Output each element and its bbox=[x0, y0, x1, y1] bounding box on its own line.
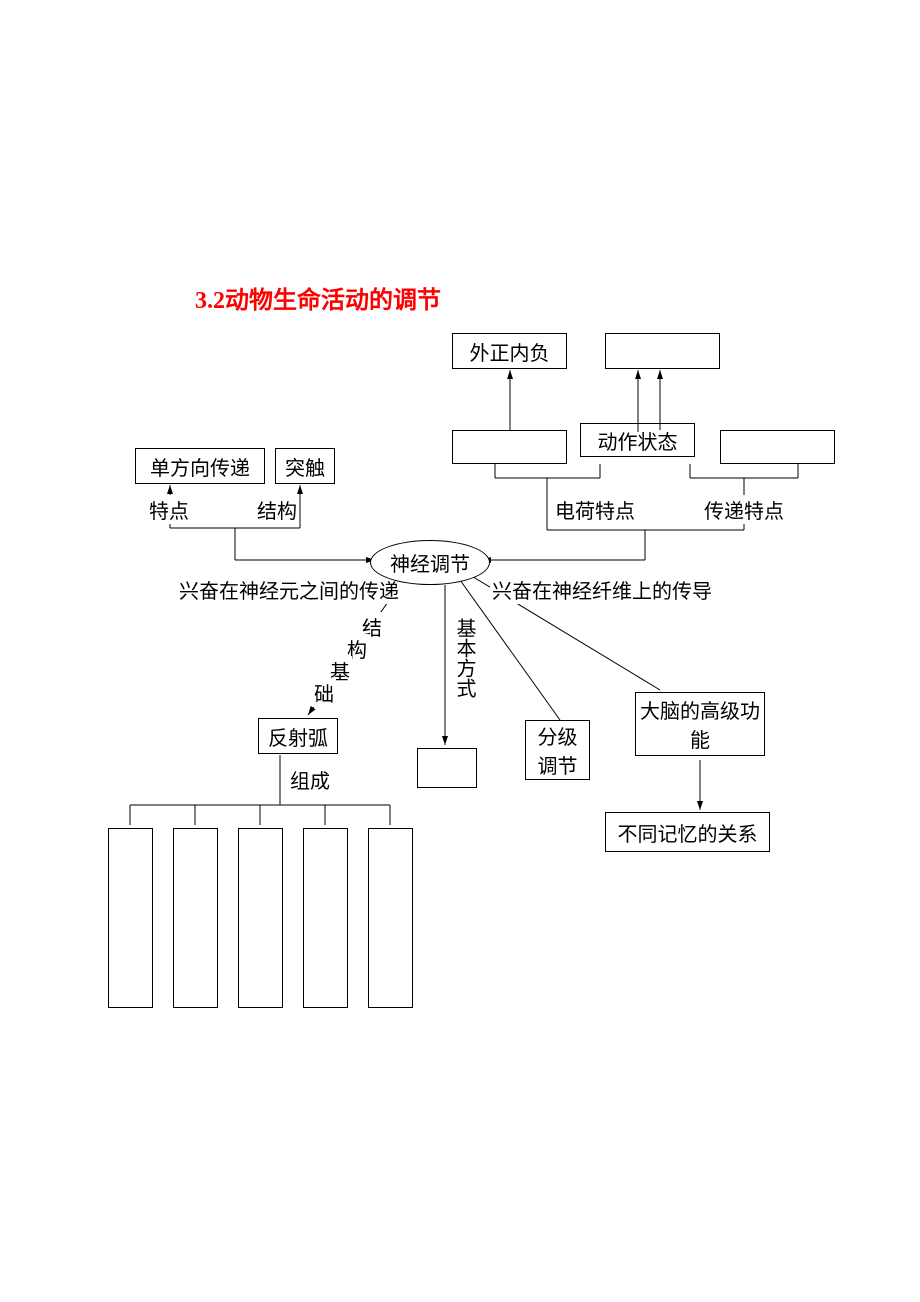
label-feature: 特点 bbox=[147, 495, 191, 524]
center-node: 神经调节 bbox=[370, 540, 490, 585]
label-fiber-conduction: 兴奋在神经纤维上的传导 bbox=[490, 575, 714, 604]
label-structure-basis-4: 础 bbox=[312, 678, 336, 707]
label-basic-way: 基本方式 bbox=[450, 618, 479, 698]
center-label: 神经调节 bbox=[390, 548, 470, 577]
label-transmit-feature: 传递特点 bbox=[702, 495, 786, 524]
label-compose: 组成 bbox=[288, 765, 332, 794]
label-charge-feature: 电荷特点 bbox=[553, 495, 637, 524]
label-neuron-transmission: 兴奋在神经元之间的传递 bbox=[177, 575, 401, 604]
label-structure: 结构 bbox=[255, 495, 299, 524]
